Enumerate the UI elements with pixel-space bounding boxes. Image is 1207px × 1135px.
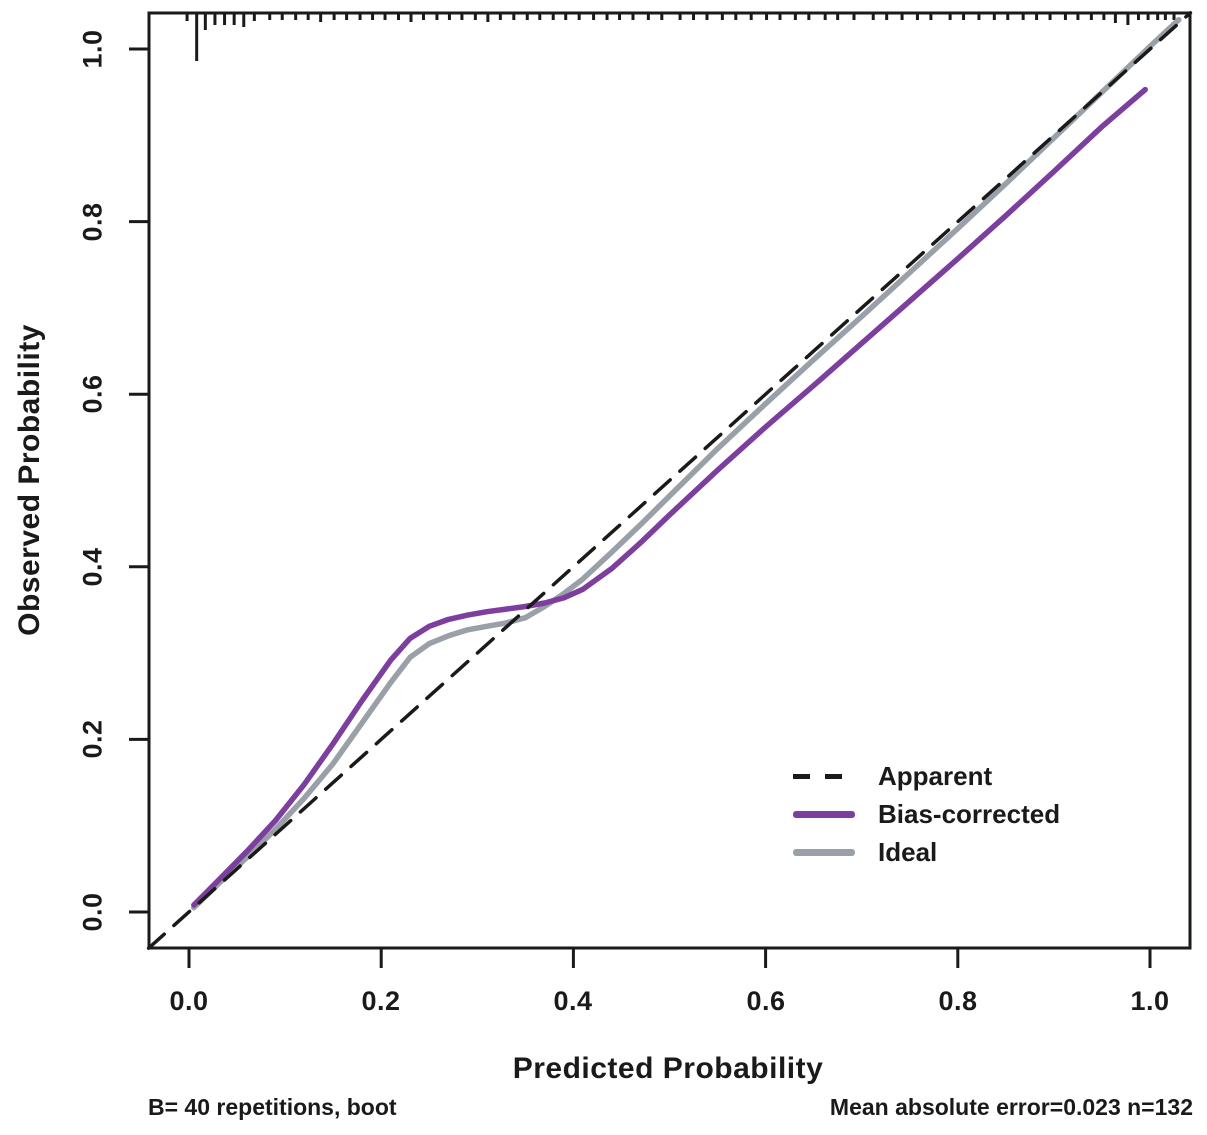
y-axis-title: Observed Probability <box>13 324 46 636</box>
plot-box <box>147 11 1192 950</box>
y-tick-label-1.0: 1.0 <box>77 29 108 69</box>
y-tick-label-0.8: 0.8 <box>77 202 108 242</box>
y-tick-label-0.0: 0.0 <box>77 892 108 932</box>
legend: Apparent Bias-corrected Ideal <box>793 757 1060 871</box>
y-tick-label-0.2: 0.2 <box>77 719 108 759</box>
series-line-bias-corrected <box>191 86 1148 908</box>
bias-corrected-line-sample-icon <box>793 810 855 818</box>
x-axis-title: Predicted Probability <box>512 1052 824 1085</box>
legend-label-ideal: Ideal <box>878 836 938 867</box>
bootstrap-repetitions-note: B= 40 repetitions, boot <box>148 1094 397 1120</box>
axis-ticks <box>129 47 1152 968</box>
rug-ticks <box>185 13 1176 61</box>
x-tick-label-1.0: 1.0 <box>1130 986 1170 1016</box>
legend-item-apparent: Apparent <box>793 757 1060 795</box>
x-tick-label-0.6: 0.6 <box>746 986 786 1016</box>
legend-label-bias-corrected: Bias-corrected <box>878 798 1061 829</box>
x-tick-label-0.2: 0.2 <box>361 986 401 1016</box>
legend-item-ideal: Ideal <box>793 833 1060 871</box>
y-tick-label-0.6: 0.6 <box>77 374 108 414</box>
legend-item-bias-corrected: Bias-corrected <box>793 795 1060 833</box>
ideal-line-sample-icon <box>793 848 855 856</box>
x-tick-label-0.8: 0.8 <box>938 986 978 1016</box>
mean-absolute-error-note: Mean absolute error=0.023 n=132 <box>829 1094 1193 1120</box>
x-tick-label-0.4: 0.4 <box>553 986 593 1016</box>
series-line-apparent <box>146 11 1193 950</box>
y-tick-label-0.4: 0.4 <box>77 547 108 587</box>
apparent-line-sample-icon <box>793 773 855 779</box>
legend-label-apparent: Apparent <box>878 760 993 791</box>
x-tick-label-0.0: 0.0 <box>169 986 209 1016</box>
